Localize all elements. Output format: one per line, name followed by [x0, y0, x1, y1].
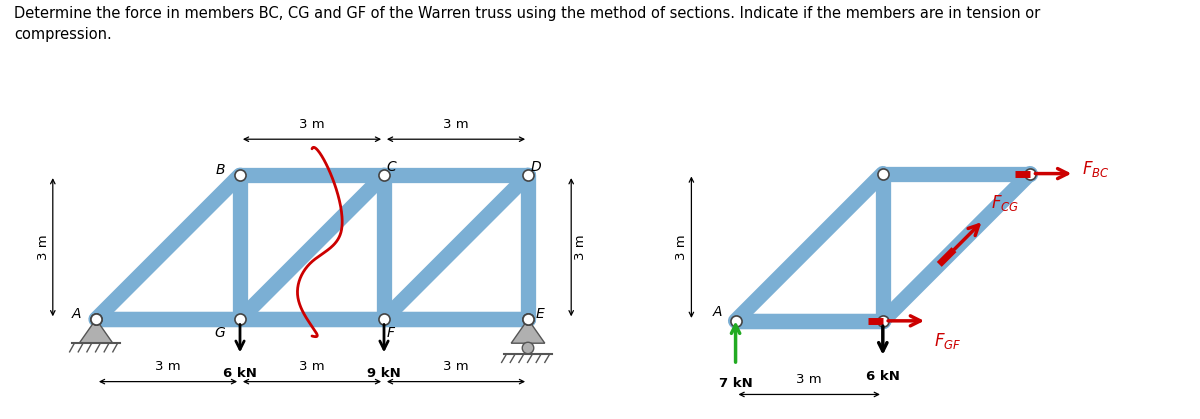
- Text: 9 kN: 9 kN: [367, 367, 401, 380]
- Text: 6 kN: 6 kN: [223, 367, 257, 380]
- Text: 3 m: 3 m: [676, 234, 688, 260]
- Text: 3 m: 3 m: [299, 118, 325, 131]
- Text: 3 m: 3 m: [797, 372, 822, 385]
- Text: F: F: [386, 326, 395, 340]
- Polygon shape: [511, 319, 545, 343]
- Circle shape: [522, 342, 534, 354]
- Text: Determine the force in members BC, CG and GF of the Warren truss using the metho: Determine the force in members BC, CG an…: [14, 6, 1040, 21]
- Text: 3 m: 3 m: [37, 234, 49, 260]
- Text: C: C: [386, 160, 396, 173]
- Text: 7 kN: 7 kN: [719, 377, 752, 390]
- Text: compression.: compression.: [14, 27, 112, 42]
- Text: 3 m: 3 m: [575, 234, 587, 260]
- Text: 6 kN: 6 kN: [866, 370, 900, 383]
- Text: A: A: [713, 305, 722, 319]
- Text: 3 m: 3 m: [155, 360, 181, 373]
- Text: A: A: [72, 308, 82, 321]
- Text: 3 m: 3 m: [299, 360, 325, 373]
- Polygon shape: [79, 319, 113, 343]
- Text: G: G: [215, 326, 226, 340]
- Text: $F_{GF}$: $F_{GF}$: [935, 331, 961, 351]
- Text: $F_{CG}$: $F_{CG}$: [991, 193, 1019, 213]
- Text: E: E: [535, 308, 544, 321]
- Text: D: D: [530, 160, 541, 173]
- Text: 3 m: 3 m: [443, 360, 469, 373]
- Text: B: B: [216, 163, 226, 177]
- Text: 3 m: 3 m: [443, 118, 469, 131]
- Text: $F_{BC}$: $F_{BC}$: [1081, 159, 1109, 178]
